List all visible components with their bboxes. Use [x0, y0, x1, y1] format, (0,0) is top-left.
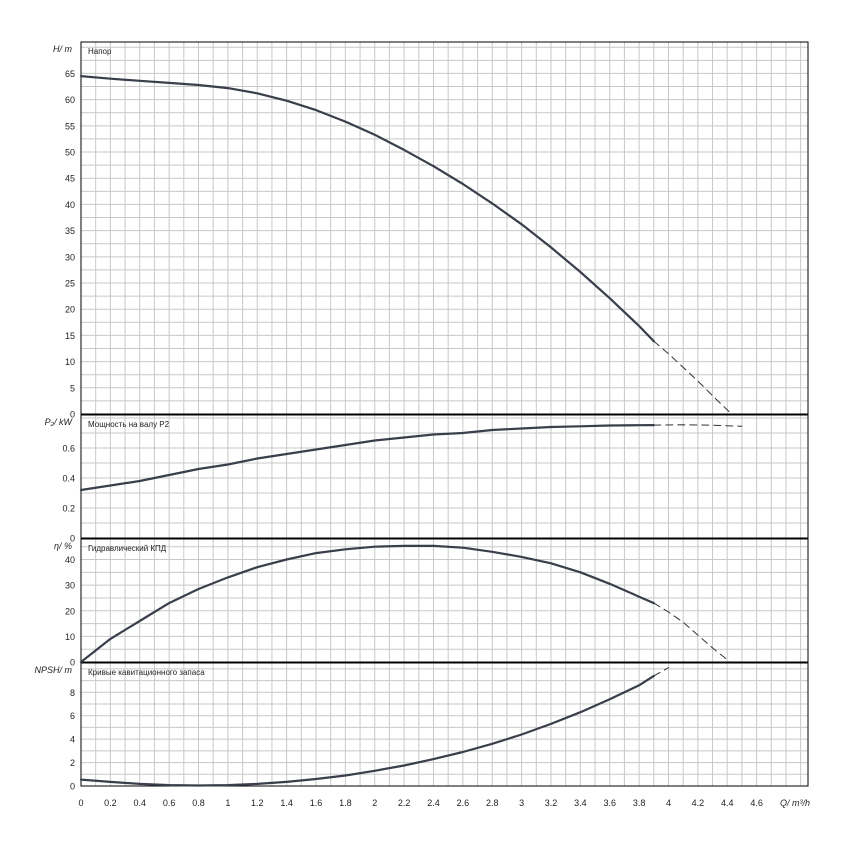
panel-3: 0 10 20 30 40 η/ % Гидравлический КПД [54, 538, 809, 668]
x-tick-label: 0.2 [104, 798, 117, 808]
series-line [79, 544, 655, 664]
panel-title: Кривые кавитационного запаса [88, 668, 205, 677]
y-tick-label: 0 [70, 534, 75, 544]
x-tick-label: 0 [78, 798, 83, 808]
y-tick-label: 30 [65, 581, 75, 591]
x-tick-label: 4.4 [721, 798, 734, 808]
x-tick-label: 2.4 [427, 798, 440, 808]
x-tick-label: 1 [225, 798, 230, 808]
y-tick-label: 0.6 [62, 444, 75, 454]
x-tick-label: 3.6 [603, 798, 616, 808]
y-tick-label: 60 [65, 95, 75, 105]
y-tick-label: 20 [65, 305, 75, 315]
y-tick-label: 40 [65, 200, 75, 210]
panel-frame [80, 662, 809, 787]
panel-title: Мощность на валу P2 [88, 420, 170, 429]
x-tick-label: 3.4 [574, 798, 587, 808]
y-tick-label: 0 [70, 410, 75, 420]
x-tick-label: 1.6 [310, 798, 323, 808]
x-tick-label: 1.8 [339, 798, 352, 808]
y-tick-label: 5 [70, 383, 75, 393]
y-tick-label: 35 [65, 226, 75, 236]
x-tick-label: 2 [372, 798, 377, 808]
x-axis: 0 0.2 0.4 0.6 0.8 1 1.2 1.4 1.6 1.8 2 2.2 2.4 2.6 2.8 3… [78, 798, 810, 808]
series-line-extrapolated [653, 340, 733, 415]
series-line-extrapolated [653, 602, 731, 663]
x-tick-label: 1.4 [280, 798, 293, 808]
x-tick-label: 0.8 [192, 798, 205, 808]
panel-title: Гидравлический КПД [88, 544, 167, 553]
y-tick-label: 0.4 [62, 474, 75, 484]
x-tick-label: 4.6 [750, 798, 763, 808]
y-tick-label: 0 [70, 782, 75, 792]
y-tick-label: 2 [70, 758, 75, 768]
panel-frame [80, 538, 809, 663]
y-axis-label: P₂/ kW [45, 417, 74, 427]
y-tick-label: 0 [70, 658, 75, 668]
panel-frame [80, 41, 809, 415]
x-axis-label: Q/ m³/h [780, 798, 810, 808]
x-tick-label: 4 [666, 798, 671, 808]
series-line [79, 674, 655, 787]
x-tick-label: 3.8 [633, 798, 646, 808]
y-tick-label: 55 [65, 121, 75, 131]
y-tick-label: 40 [65, 555, 75, 565]
panel-frame [80, 414, 809, 539]
panel-4: 0 2 4 6 8 NPSH/ m Кривые кавитационного запаса [34, 662, 809, 792]
series-line [79, 424, 655, 492]
y-axis-label: H/ m [53, 44, 73, 54]
x-tick-label: 3 [519, 798, 524, 808]
y-tick-label: 6 [70, 711, 75, 721]
x-tick-label: 1.2 [251, 798, 264, 808]
series-line-extrapolated [653, 424, 743, 427]
x-tick-label: 2.8 [486, 798, 499, 808]
y-tick-label: 65 [65, 69, 75, 79]
panel-2: 0 0.2 0.4 0.6 P₂/ kW Мощность на валу P2 [45, 414, 809, 544]
series-line [79, 75, 655, 343]
x-tick-label: 4.2 [692, 798, 705, 808]
panel-title: Напор [88, 47, 112, 56]
y-tick-label: 8 [70, 688, 75, 698]
x-tick-label: 2.6 [457, 798, 470, 808]
series-line-extrapolated [653, 667, 669, 677]
panel-1: 0 5 10 15 20 25 30 35 40 45 50 55 60 65 H/ m Напор [53, 41, 809, 420]
y-axis-label: NPSH/ m [34, 665, 72, 675]
x-tick-label: 0.6 [163, 798, 176, 808]
y-tick-label: 0.2 [62, 504, 75, 514]
y-tick-label: 10 [65, 632, 75, 642]
y-tick-label: 30 [65, 252, 75, 262]
y-tick-label: 50 [65, 148, 75, 158]
y-axis-label: η/ % [54, 541, 72, 551]
x-tick-label: 3.2 [545, 798, 558, 808]
y-tick-label: 45 [65, 174, 75, 184]
y-tick-label: 15 [65, 331, 75, 341]
y-tick-label: 20 [65, 606, 75, 616]
x-tick-label: 0.4 [133, 798, 146, 808]
y-tick-label: 4 [70, 735, 75, 745]
y-tick-label: 25 [65, 279, 75, 289]
y-tick-label: 10 [65, 357, 75, 367]
x-tick-label: 2.2 [398, 798, 411, 808]
